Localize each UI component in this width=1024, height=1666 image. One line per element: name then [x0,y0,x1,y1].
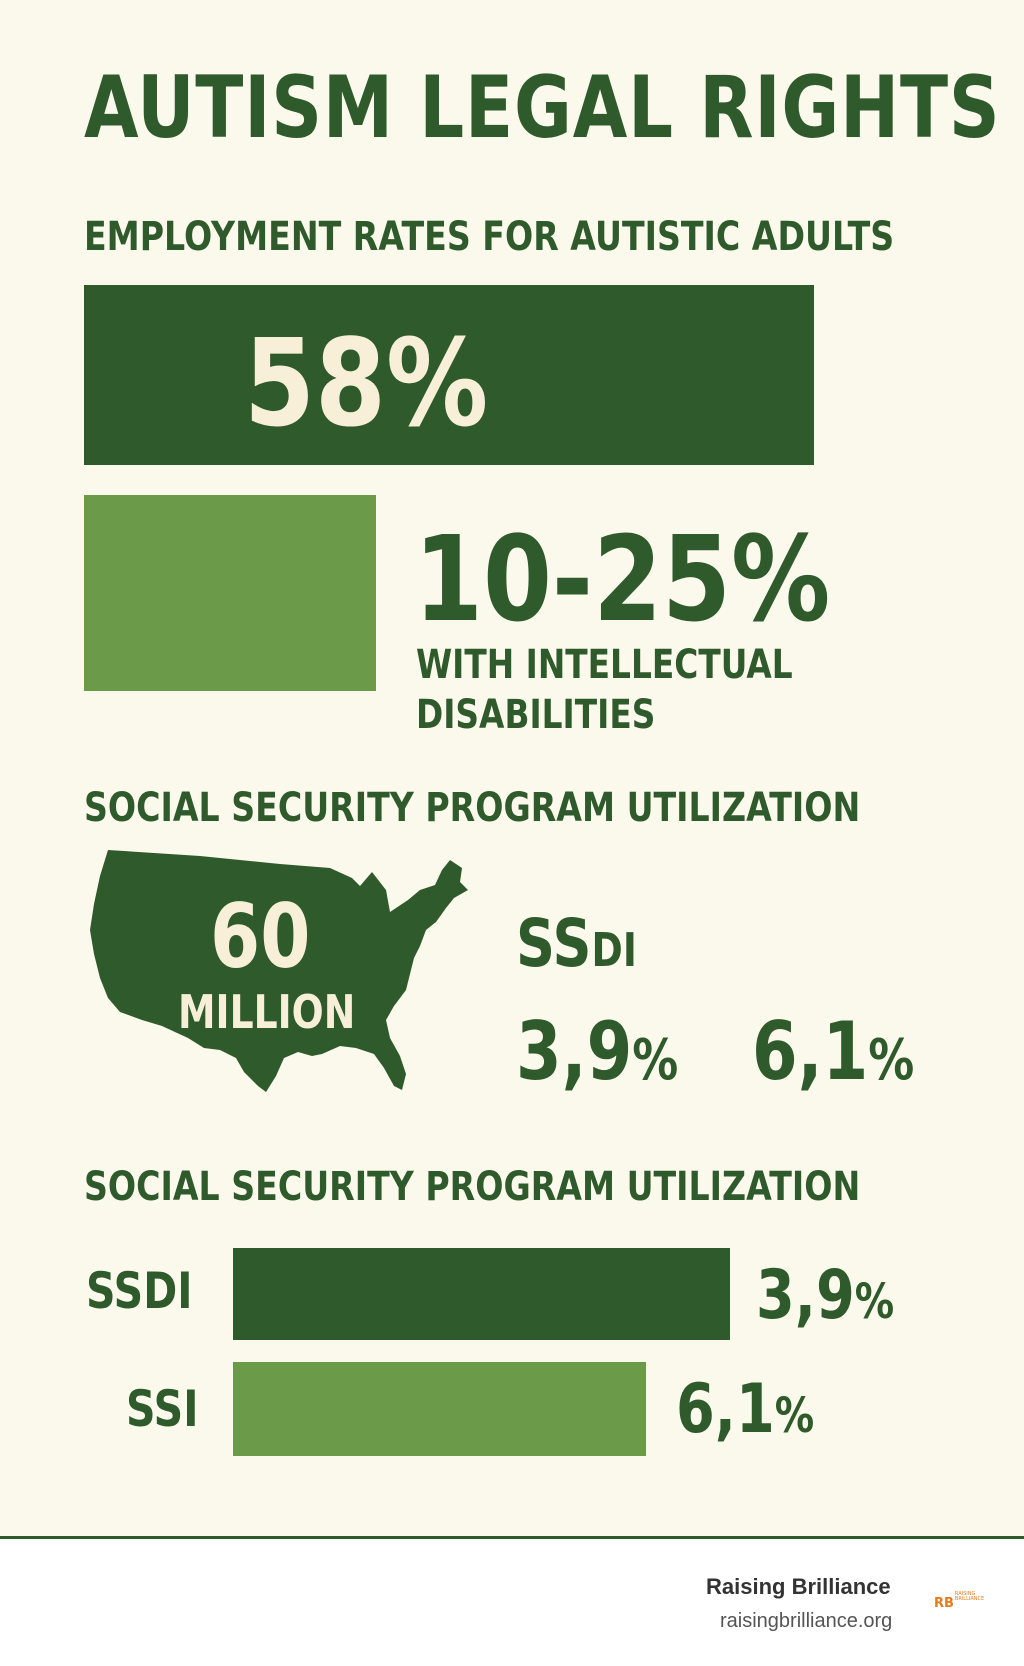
program-value-left-number: 3,9 [516,1005,633,1098]
usa-map-icon [90,850,468,1092]
ssdi-bar [233,1248,730,1340]
ssi-value-number: 6,1 [676,1370,775,1449]
ssdi-value-unit: % [854,1274,895,1330]
program-value-left-unit: % [632,1028,679,1093]
map-population-number: 60 [210,885,311,988]
program-label-suffix: DI [591,923,637,977]
program-label: SSDI [516,905,637,982]
brand-logo-text: RAISING BRILLIANCE [955,1592,984,1602]
page-title: AUTISM LEGAL RIGHTS [84,58,1001,158]
ssdi-value-number: 3,9 [756,1256,855,1335]
map-population-unit: MILLION [178,985,356,1039]
employment-intellectual-label: WITH INTELLECTUAL DISABILITIES [416,642,793,738]
brand-name: Raising Brilliance [706,1574,891,1599]
employment-intellectual-value: 10-25% [414,510,831,648]
program-label-main: SS [516,905,592,982]
program-value-right: 6,1% [752,1005,914,1098]
brand-logo-text-line1: RAISING [954,1591,976,1597]
footer [0,1539,1024,1666]
program-value-right-unit: % [868,1028,915,1093]
ssi-value: 6,1% [676,1370,814,1449]
ssi-label: SSI [126,1380,199,1438]
employment-overall-bar: 58% [84,285,814,465]
brand-logo-icon: RBRAISING BRILLIANCE [934,1592,994,1612]
brand-url[interactable]: raisingbrilliance.org [720,1610,893,1632]
ssi-value-unit: % [774,1388,815,1444]
brand-logo-mark: RB [934,1596,954,1611]
brand-logo-text-line2: BRILLIANCE [954,1596,985,1602]
social-security-bars-heading: SOCIAL SECURITY PROGRAM UTILIZATION [84,1164,861,1210]
program-value-left: 3,9% [516,1005,678,1098]
employment-overall-value: 58% [244,315,489,454]
ssi-bar [233,1362,646,1456]
footer-divider [0,1536,1024,1539]
employment-heading: EMPLOYMENT RATES FOR AUTISTIC ADULTS [84,214,895,260]
ssdi-value: 3,9% [756,1256,894,1335]
social-security-map-heading: SOCIAL SECURITY PROGRAM UTILIZATION [84,785,861,831]
employment-intellectual-bar [84,495,376,691]
ssdi-label: SSDI [86,1262,193,1320]
program-value-right-number: 6,1 [752,1005,869,1098]
